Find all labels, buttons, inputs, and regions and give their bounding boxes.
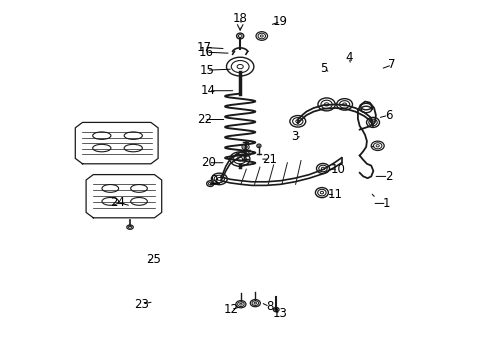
Text: 7: 7 [387,58,395,71]
Text: 4: 4 [345,51,352,64]
Text: 3: 3 [291,130,298,143]
Text: 25: 25 [146,253,161,266]
Text: 6: 6 [384,109,391,122]
Text: 2: 2 [384,170,391,183]
Text: 22: 22 [196,113,211,126]
Text: 13: 13 [272,307,287,320]
Text: 20: 20 [201,156,216,169]
Text: 8: 8 [265,300,273,313]
Text: 19: 19 [272,15,287,28]
Text: 1: 1 [382,197,389,210]
Text: 18: 18 [232,12,247,24]
Text: 23: 23 [134,298,149,311]
Text: 9: 9 [210,174,217,187]
Text: 16: 16 [198,46,213,59]
Text: 10: 10 [330,163,345,176]
Text: 21: 21 [262,153,277,166]
Text: 12: 12 [223,303,238,316]
Text: 15: 15 [199,64,214,77]
Text: 5: 5 [319,62,327,75]
Text: 17: 17 [196,41,211,54]
Text: 24: 24 [110,196,125,209]
Text: 14: 14 [201,84,216,97]
Text: 11: 11 [327,188,342,201]
